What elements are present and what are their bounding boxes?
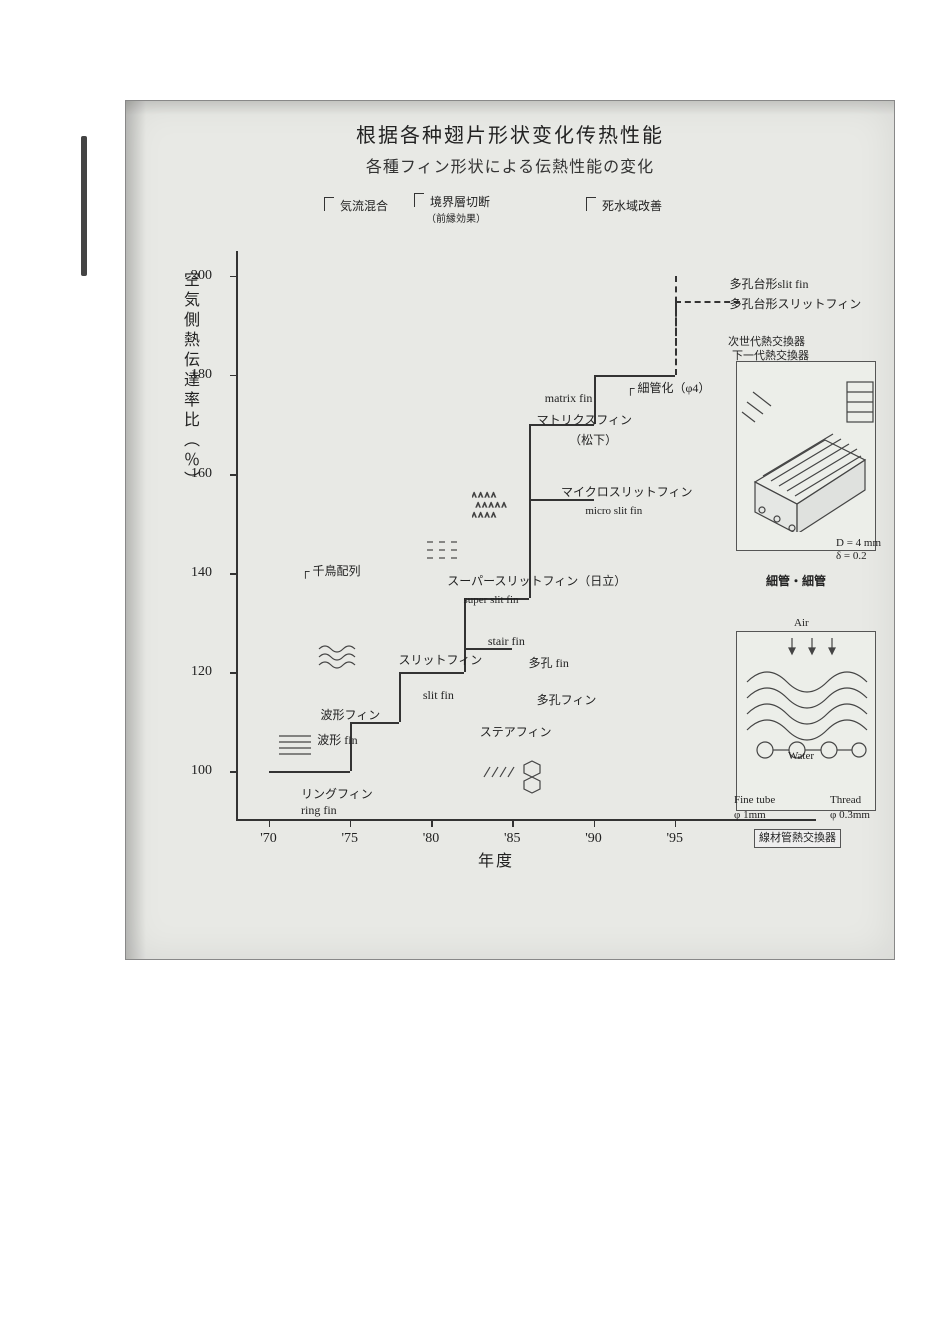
illus-heat-exchanger-bot	[736, 631, 876, 811]
step-plateau	[399, 672, 464, 674]
step-chart: 年度 100120140160180200'70'75'80'85'90'95リ…	[236, 251, 756, 821]
x-tick-label: '90	[585, 831, 602, 847]
step-plateau	[269, 771, 350, 773]
fin-sketch-icon	[277, 732, 315, 763]
y-tick-label: 180	[191, 367, 212, 383]
side-panel: 次世代熱交換器 下一代熱交換器 D = 4 mm δ = 0.2	[736, 341, 886, 861]
x-tick-mark	[269, 821, 271, 827]
legend-b-text: 境界層切断	[430, 195, 490, 209]
legend-boundary-cut: 境界層切断 （前縁効果）	[414, 193, 490, 226]
bracket-icon	[414, 193, 424, 207]
x-tick-label: '70	[260, 831, 277, 847]
chart-annotation: 多孔台形スリットフィン	[730, 296, 862, 312]
x-tick-mark	[675, 821, 677, 827]
legend-airflow-mix: 気流混合	[324, 197, 388, 214]
thread-dim: φ 0.3mm	[830, 809, 870, 821]
fine-tube-text: Fine tube	[734, 794, 775, 806]
x-tick-label: '95	[666, 831, 683, 847]
chart-annotation: 多孔フィン	[537, 692, 597, 708]
illus-svg-bot	[737, 632, 877, 792]
y-tick-label: 100	[191, 763, 212, 779]
y-tick-mark	[230, 276, 236, 278]
x-tick-mark	[594, 821, 596, 827]
step-riser	[529, 424, 531, 498]
y-tick-label: 120	[191, 664, 212, 680]
chart-annotation: リングフィンring fin	[301, 786, 373, 818]
side-bot-air: Air	[794, 616, 809, 631]
chart-annotation: 波形 fin	[317, 732, 357, 748]
title-main: 根据各种翅片形状变化传热性能	[356, 119, 664, 148]
svg-text:^ ^ ^ ^: ^ ^ ^ ^	[472, 511, 496, 521]
legend-dead-water: 死水域改善	[586, 197, 662, 214]
y-tick-mark	[230, 771, 236, 773]
y-tick-mark	[230, 672, 236, 674]
chart-annotation: ┌ 千鳥配列	[301, 563, 361, 579]
side-bot-thread: Thread φ 0.3mm	[830, 793, 870, 823]
chart-annotation: （松下）	[569, 432, 617, 448]
fin-sketch-icon	[480, 757, 546, 802]
thread-text: Thread	[830, 794, 861, 806]
legend-a-text: 気流混合	[340, 199, 388, 213]
x-tick-mark	[350, 821, 352, 827]
scan-shadow-left	[126, 101, 146, 959]
chart-annotation: マイクロスリットフィン	[561, 484, 693, 500]
side-bot-fine: Fine tube φ 1mm	[734, 793, 775, 823]
step-plateau	[594, 375, 675, 377]
y-tick-mark	[230, 573, 236, 575]
chart-annotation: スリットフィン	[399, 652, 483, 668]
x-tick-label: '80	[423, 831, 440, 847]
side-top-caption: 細管・細管	[766, 573, 826, 589]
y-axis	[236, 251, 238, 821]
x-axis	[236, 819, 816, 821]
chart-annotation: micro slit fin	[585, 504, 642, 519]
bracket-icon	[324, 197, 334, 211]
chart-annotation: 多孔台形slit fin	[730, 276, 809, 292]
chart-annotation: super slit fin	[464, 593, 519, 608]
step-riser	[399, 672, 401, 722]
fin-sketch-icon: ^ ^ ^ ^^ ^ ^ ^ ^^ ^ ^ ^	[472, 489, 532, 528]
side-top-label1: 次世代熱交換器	[728, 335, 805, 350]
svg-text:^ ^ ^ ^ ^: ^ ^ ^ ^ ^	[476, 501, 507, 511]
scanned-page: 根据各种翅片形状变化传热性能 各種フィン形状による伝熱性能の変化 気流混合 境界…	[125, 100, 895, 960]
chart-annotation: matrix fin	[545, 390, 593, 406]
fine-tube-dim: φ 1mm	[734, 809, 766, 821]
chart-annotation: stair fin	[488, 633, 525, 649]
chart-annotation: 波形フィン	[321, 707, 381, 723]
side-bot-water: Water	[788, 749, 814, 764]
x-tick-label: '75	[341, 831, 358, 847]
side-bot-caption: 線材管熱交換器	[754, 829, 841, 848]
chart-annotation: 多孔 fin	[529, 655, 569, 671]
fin-sketch-icon	[423, 538, 463, 569]
y-tick-label: 140	[191, 565, 212, 581]
y-tick-mark	[230, 474, 236, 476]
svg-text:^ ^ ^ ^: ^ ^ ^ ^	[472, 491, 496, 501]
title-sub: 各種フィン形状による伝熱性能の変化	[366, 153, 654, 177]
binding-mark	[81, 136, 87, 276]
chart-annotation: ┌ 細管化（φ4）	[626, 380, 710, 396]
bracket-icon	[586, 197, 596, 211]
x-tick-mark	[512, 821, 514, 827]
scan-shadow-top	[126, 101, 894, 115]
x-tick-mark	[431, 821, 433, 827]
step-riser-dashed	[675, 276, 677, 375]
x-axis-label: 年度	[478, 847, 514, 871]
side-top-dim2: δ = 0.2	[836, 549, 867, 564]
x-tick-label: '85	[504, 831, 521, 847]
chart-annotation: マトリクスフィン	[537, 412, 632, 428]
y-tick-label: 200	[191, 268, 212, 284]
chart-annotation: スーパースリットフィン（日立）	[447, 573, 626, 589]
y-tick-mark	[230, 375, 236, 377]
illus-heat-exchanger-top	[736, 361, 876, 551]
chart-annotation: ステアフィン	[480, 724, 552, 740]
y-tick-label: 160	[191, 466, 212, 482]
legend-b-sub: （前縁効果）	[426, 214, 486, 225]
legend-c-text: 死水域改善	[602, 199, 662, 213]
fin-sketch-icon	[317, 643, 359, 674]
illus-svg-top	[737, 362, 877, 532]
chart-annotation: slit fin	[423, 687, 454, 703]
